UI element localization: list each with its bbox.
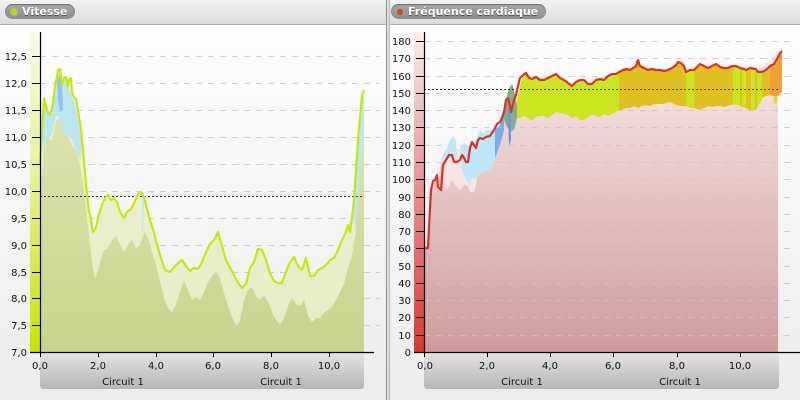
hr-zone-threshold bbox=[619, 60, 770, 110]
svg-text:Circuit 1: Circuit 1 bbox=[659, 377, 701, 388]
svg-text:Circuit 1: Circuit 1 bbox=[260, 377, 302, 388]
vitesse-title: Vitesse bbox=[22, 5, 68, 18]
frequence-title: Fréquence cardiaque bbox=[408, 5, 539, 18]
svg-text:30: 30 bbox=[398, 296, 411, 307]
x-ticks bbox=[424, 352, 741, 357]
y-ticks bbox=[416, 41, 424, 353]
svg-text:60: 60 bbox=[398, 244, 411, 255]
svg-text:9,0: 9,0 bbox=[11, 241, 27, 252]
x-ticks bbox=[40, 352, 330, 357]
svg-text:10,0: 10,0 bbox=[5, 187, 27, 198]
svg-text:0,0: 0,0 bbox=[32, 361, 48, 372]
svg-text:12,0: 12,0 bbox=[5, 79, 27, 90]
vitesse-line bbox=[38, 67, 366, 290]
svg-text:10,5: 10,5 bbox=[5, 160, 27, 171]
panel-divider[interactable] bbox=[386, 0, 390, 400]
svg-text:10: 10 bbox=[398, 331, 411, 342]
svg-text:Circuit 1: Circuit 1 bbox=[102, 377, 144, 388]
svg-text:160: 160 bbox=[392, 72, 411, 83]
svg-text:50: 50 bbox=[398, 262, 411, 273]
green-dot-icon bbox=[11, 8, 17, 15]
svg-text:100: 100 bbox=[392, 175, 411, 186]
svg-text:130: 130 bbox=[392, 123, 411, 134]
hr-line bbox=[424, 50, 783, 250]
frequence-title-pill[interactable]: Fréquence cardiaque bbox=[391, 4, 547, 19]
vitesse-area-blue bbox=[42, 78, 82, 160]
x-tick-labels: 0,0 2,0 4,0 6,0 8,0 10,0 bbox=[417, 361, 751, 372]
svg-text:8,0: 8,0 bbox=[11, 294, 27, 305]
svg-text:7,0: 7,0 bbox=[11, 348, 27, 359]
svg-text:11,0: 11,0 bbox=[5, 133, 27, 144]
svg-text:2,0: 2,0 bbox=[90, 361, 106, 372]
hr-zone-max bbox=[770, 50, 782, 96]
svg-text:90: 90 bbox=[398, 193, 411, 204]
y-tick-labels: 0 10 20 30 40 50 60 70 80 90 100 110 120… bbox=[392, 37, 411, 359]
y-ticks bbox=[32, 56, 40, 353]
svg-text:9,5: 9,5 bbox=[11, 214, 27, 225]
svg-text:20: 20 bbox=[398, 313, 411, 324]
svg-text:11,5: 11,5 bbox=[5, 106, 27, 117]
y-axis-color-bar bbox=[414, 32, 424, 352]
svg-text:70: 70 bbox=[398, 227, 411, 238]
svg-text:6,0: 6,0 bbox=[605, 361, 621, 372]
vitesse-title-pill[interactable]: Vitesse bbox=[5, 4, 76, 19]
svg-text:150: 150 bbox=[392, 89, 411, 100]
x-axis-bar bbox=[40, 352, 364, 389]
svg-text:170: 170 bbox=[392, 54, 411, 65]
frequence-chart: 0 10 20 30 40 50 60 70 80 90 100 110 120… bbox=[392, 32, 800, 389]
svg-text:0: 0 bbox=[405, 348, 411, 359]
vitesse-area-blue-mid bbox=[142, 193, 144, 232]
red-dot-icon bbox=[397, 8, 403, 15]
svg-text:180: 180 bbox=[392, 37, 411, 48]
hr-zone-endurance bbox=[495, 116, 504, 158]
segment-labels: Circuit 1 Circuit 1 bbox=[102, 377, 302, 388]
svg-text:6,0: 6,0 bbox=[205, 361, 221, 372]
svg-text:4,0: 4,0 bbox=[542, 361, 558, 372]
svg-text:110: 110 bbox=[392, 158, 411, 169]
segment-labels: Circuit 1 Circuit 1 bbox=[501, 377, 701, 388]
svg-text:120: 120 bbox=[392, 141, 411, 152]
svg-text:12,5: 12,5 bbox=[5, 52, 27, 63]
vitesse-area-dark bbox=[40, 118, 364, 352]
svg-text:140: 140 bbox=[392, 106, 411, 117]
gridlines bbox=[424, 41, 796, 336]
vitesse-panel: Vitesse bbox=[0, 0, 386, 400]
frequence-header: Fréquence cardiaque bbox=[390, 0, 800, 25]
y-tick-labels: 7,0 7,5 8,0 8,5 9,0 9,5 10,0 10,5 11,0 1… bbox=[5, 52, 27, 359]
svg-text:10,0: 10,0 bbox=[318, 361, 340, 372]
svg-text:8,5: 8,5 bbox=[11, 268, 27, 279]
vitesse-chart: 7,0 7,5 8,0 8,5 9,0 9,5 10,0 10,5 11,0 1… bbox=[5, 32, 380, 389]
x-axis-bar bbox=[424, 352, 779, 389]
svg-text:8,0: 8,0 bbox=[263, 361, 279, 372]
svg-text:7,5: 7,5 bbox=[11, 321, 27, 332]
frequence-cardiaque-panel: Fréquence cardiaque bbox=[390, 0, 800, 400]
svg-text:40: 40 bbox=[398, 279, 411, 290]
svg-text:2,0: 2,0 bbox=[479, 361, 495, 372]
svg-text:80: 80 bbox=[398, 210, 411, 221]
svg-text:0,0: 0,0 bbox=[417, 361, 433, 372]
hr-zone-endurance-dip bbox=[508, 104, 511, 146]
svg-text:10,0: 10,0 bbox=[729, 361, 751, 372]
svg-text:8,0: 8,0 bbox=[669, 361, 685, 372]
vitesse-header: Vitesse bbox=[0, 0, 386, 25]
svg-text:4,0: 4,0 bbox=[148, 361, 164, 372]
svg-text:Circuit 1: Circuit 1 bbox=[501, 377, 543, 388]
x-tick-labels: 0,0 2,0 4,0 6,0 8,0 10,0 bbox=[32, 361, 340, 372]
